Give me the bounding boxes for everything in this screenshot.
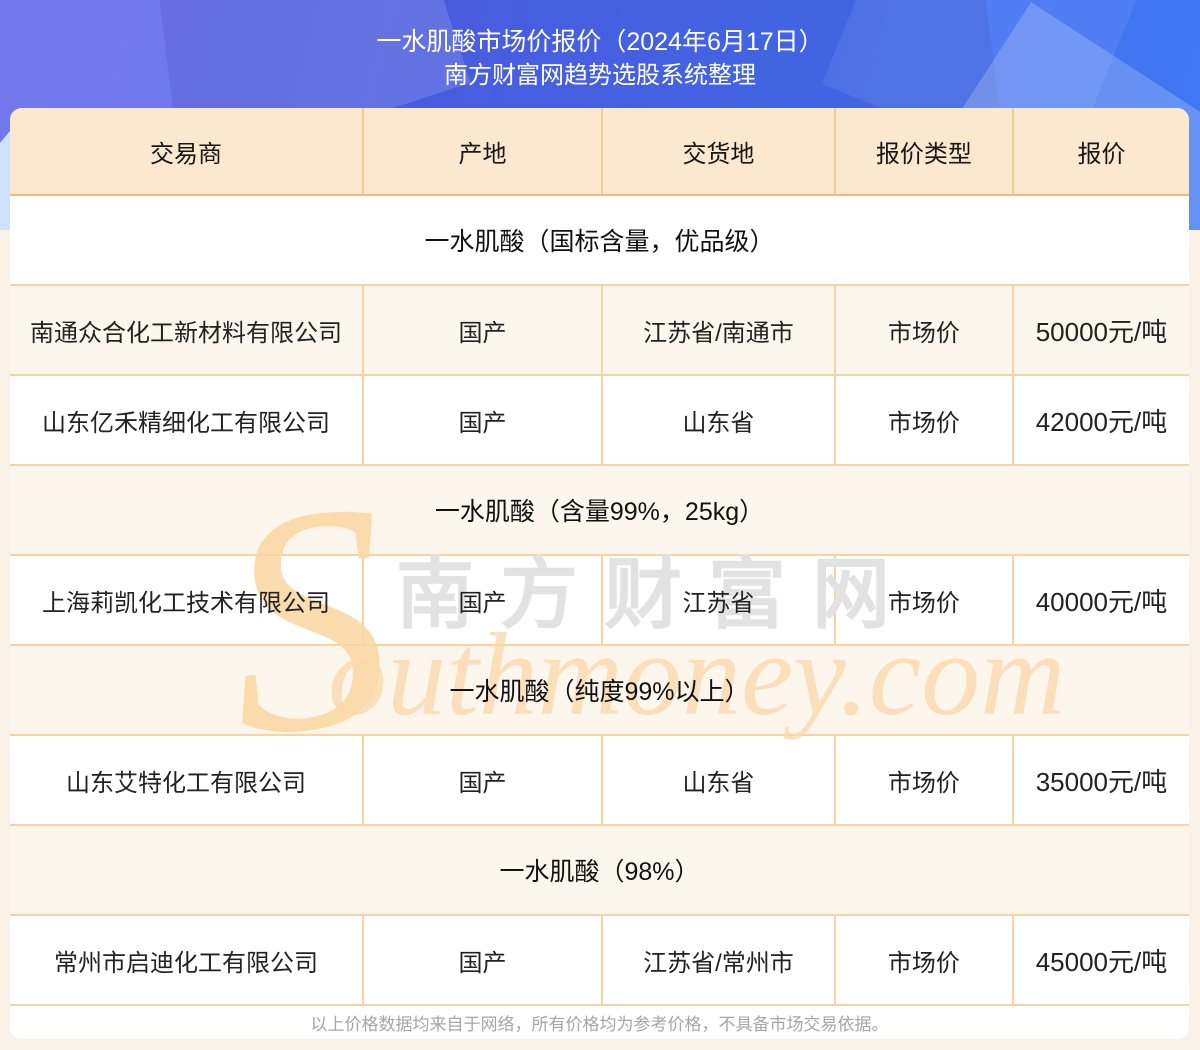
cell-quote-type: 市场价	[833, 734, 1014, 826]
section-row: 一水肌酸（98%）	[10, 824, 1189, 916]
col-header-origin: 产地	[362, 108, 603, 196]
cell-quote-type: 市场价	[833, 554, 1014, 646]
table-row: 山东亿禾精细化工有限公司 国产 山东省 市场价 42000元/吨	[10, 374, 1189, 466]
table-row: 常州市启迪化工有限公司 国产 江苏省/常州市 市场价 45000元/吨	[10, 914, 1189, 1006]
col-header-quote-type: 报价类型	[834, 108, 1014, 196]
table-row: 山东艾特化工有限公司 国产 山东省 市场价 35000元/吨	[10, 734, 1189, 826]
section-label: 一水肌酸（纯度99%以上）	[10, 644, 1189, 736]
cell-price: 50000元/吨	[1011, 284, 1189, 376]
banner-title: 一水肌酸市场价报价（2024年6月17日） 南方财富网趋势选股系统整理	[0, 26, 1200, 92]
table-row: 上海莉凯化工技术有限公司 国产 江苏省 市场价 40000元/吨	[10, 554, 1189, 646]
cell-quote-type: 市场价	[833, 914, 1014, 1006]
cell-origin: 国产	[361, 734, 603, 826]
page-subtitle: 南方财富网趋势选股系统整理	[444, 62, 756, 89]
section-label: 一水肌酸（国标含量，优品级）	[10, 194, 1189, 286]
cell-delivery: 江苏省	[600, 554, 836, 646]
cell-delivery: 山东省	[600, 374, 836, 466]
col-header-trader: 交易商	[10, 108, 364, 196]
cell-delivery: 山东省	[600, 734, 836, 826]
section-row: 一水肌酸（纯度99%以上）	[10, 644, 1189, 736]
disclaimer-text: 以上价格数据均来自于网络，所有价格均为参考价格，不具备市场交易依据。	[10, 1004, 1189, 1039]
cell-price: 45000元/吨	[1011, 914, 1189, 1006]
section-row: 一水肌酸（含量99%，25kg）	[10, 464, 1189, 556]
cell-quote-type: 市场价	[833, 284, 1014, 376]
price-table-card: 交易商 产地 交货地 报价类型 报价 一水肌酸（国标含量，优品级） 南通众合化工…	[10, 108, 1189, 1039]
cell-trader: 上海莉凯化工技术有限公司	[10, 554, 364, 646]
cell-origin: 国产	[361, 374, 603, 466]
cell-origin: 国产	[361, 914, 603, 1006]
cell-price: 40000元/吨	[1011, 554, 1189, 646]
cell-origin: 国产	[361, 284, 603, 376]
cell-origin: 国产	[361, 554, 603, 646]
cell-delivery: 江苏省/南通市	[600, 284, 836, 376]
cell-price: 42000元/吨	[1011, 374, 1189, 466]
table-row: 南通众合化工新材料有限公司 国产 江苏省/南通市 市场价 50000元/吨	[10, 284, 1189, 376]
table-header-row: 交易商 产地 交货地 报价类型 报价	[10, 108, 1189, 196]
page-title: 一水肌酸市场价报价（2024年6月17日）	[376, 28, 824, 56]
section-row: 一水肌酸（国标含量，优品级）	[10, 194, 1189, 286]
price-table: 交易商 产地 交货地 报价类型 报价 一水肌酸（国标含量，优品级） 南通众合化工…	[10, 108, 1189, 1039]
cell-quote-type: 市场价	[833, 374, 1014, 466]
cell-trader: 山东亿禾精细化工有限公司	[10, 374, 364, 466]
cell-price: 35000元/吨	[1011, 734, 1189, 826]
section-label: 一水肌酸（98%）	[10, 824, 1189, 916]
section-label: 一水肌酸（含量99%，25kg）	[10, 464, 1189, 556]
cell-trader: 山东艾特化工有限公司	[10, 734, 364, 826]
disclaimer-row: 以上价格数据均来自于网络，所有价格均为参考价格，不具备市场交易依据。	[10, 1004, 1189, 1039]
col-header-delivery: 交货地	[601, 108, 836, 196]
col-header-quote: 报价	[1012, 108, 1189, 196]
cell-delivery: 江苏省/常州市	[600, 914, 836, 1006]
cell-trader: 南通众合化工新材料有限公司	[10, 284, 364, 376]
cell-trader: 常州市启迪化工有限公司	[10, 914, 364, 1006]
